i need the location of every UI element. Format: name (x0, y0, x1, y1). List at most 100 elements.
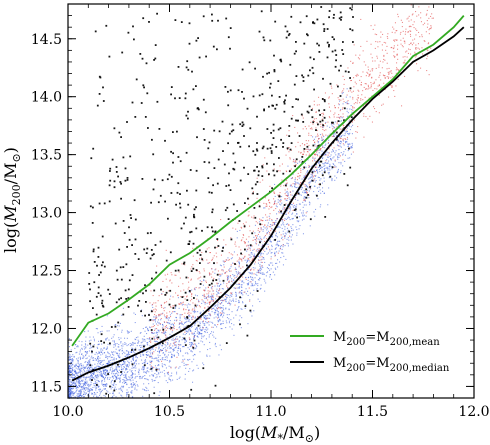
scatter-point (178, 341, 180, 343)
scatter-point (229, 299, 231, 301)
scatter-point (370, 43, 372, 45)
scatter-point (211, 276, 213, 278)
scatter-point (107, 361, 109, 363)
scatter-point (333, 156, 335, 158)
scatter-point (116, 376, 118, 378)
scatter-point (378, 85, 380, 87)
scatter-point (263, 109, 265, 112)
scatter-point (298, 203, 300, 205)
scatter-point (355, 137, 357, 139)
scatter-point (384, 77, 386, 79)
scatter-point (83, 385, 85, 387)
scatter-point (291, 230, 293, 232)
scatter-point (111, 371, 113, 373)
scatter-point (151, 356, 153, 358)
scatter-point (296, 204, 298, 206)
scatter-point (133, 367, 135, 369)
scatter-point (175, 347, 177, 349)
scatter-point (85, 346, 87, 348)
scatter-point (178, 323, 180, 325)
scatter-point (173, 341, 175, 343)
scatter-point (346, 103, 348, 105)
scatter-point (108, 360, 110, 362)
scatter-point (353, 114, 355, 116)
scatter-point (132, 376, 134, 378)
scatter-point (202, 341, 204, 343)
scatter-point (231, 278, 233, 280)
scatter-point (95, 382, 97, 384)
scatter-point (91, 388, 93, 390)
scatter-point (357, 94, 359, 96)
scatter-point (273, 222, 275, 224)
scatter-point (122, 370, 124, 372)
scatter-point (323, 177, 325, 179)
scatter-point (274, 223, 276, 225)
scatter-point (269, 250, 271, 252)
scatter-point (197, 367, 199, 369)
scatter-point (133, 312, 135, 314)
scatter-point (200, 316, 202, 318)
scatter-point (356, 98, 358, 100)
scatter-point (274, 253, 276, 255)
scatter-point (218, 306, 220, 308)
scatter-point (76, 346, 78, 348)
scatter-point (179, 366, 181, 368)
scatter-point (190, 312, 192, 314)
scatter-point (156, 341, 158, 343)
scatter-point (235, 271, 237, 273)
scatter-point (68, 375, 70, 377)
scatter-point (151, 367, 153, 369)
scatter-point (304, 175, 306, 177)
scatter-point (77, 378, 79, 380)
scatter-point (396, 54, 398, 56)
scatter-point (98, 343, 100, 345)
scatter-point (260, 268, 262, 270)
scatter-point (306, 171, 308, 173)
scatter-point (315, 129, 317, 131)
scatter-point (322, 157, 324, 159)
scatter-point (151, 309, 153, 311)
scatter-point (78, 392, 80, 394)
scatter-point (113, 384, 115, 386)
scatter-point (319, 179, 321, 181)
scatter-point (214, 324, 216, 326)
scatter-point (153, 340, 155, 342)
scatter-point (342, 108, 344, 110)
scatter-point (266, 253, 268, 255)
scatter-point (212, 271, 214, 273)
scatter-point (69, 394, 71, 396)
scatter-point (259, 201, 261, 203)
scatter-point (318, 183, 320, 185)
scatter-point (71, 380, 73, 382)
scatter-point (105, 354, 107, 356)
scatter-point (210, 300, 212, 302)
scatter-point (263, 108, 265, 111)
scatter-point (380, 31, 382, 33)
scatter-point (287, 212, 289, 214)
scatter-point (319, 164, 321, 167)
scatter-point (94, 363, 96, 365)
scatter-point (230, 270, 232, 272)
scatter-point (174, 319, 176, 321)
scatter-point (174, 269, 177, 272)
scatter-point (425, 31, 427, 33)
scatter-point (301, 186, 303, 188)
scatter-point (152, 295, 154, 297)
scatter-point (353, 86, 355, 88)
scatter-point (121, 372, 123, 374)
scatter-point (177, 353, 179, 355)
scatter-point (204, 111, 207, 114)
scatter-point (193, 336, 195, 338)
scatter-point (363, 61, 365, 63)
scatter-point (408, 15, 410, 17)
scatter-point (91, 393, 93, 395)
scatter-point (309, 204, 311, 206)
scatter-point (320, 6, 323, 8)
scatter-point (262, 220, 264, 222)
scatter-point (206, 329, 208, 331)
scatter-point (259, 256, 261, 258)
scatter-point (269, 82, 272, 85)
scatter-point (85, 381, 87, 383)
scatter-point (279, 201, 281, 203)
scatter-point (306, 186, 308, 188)
